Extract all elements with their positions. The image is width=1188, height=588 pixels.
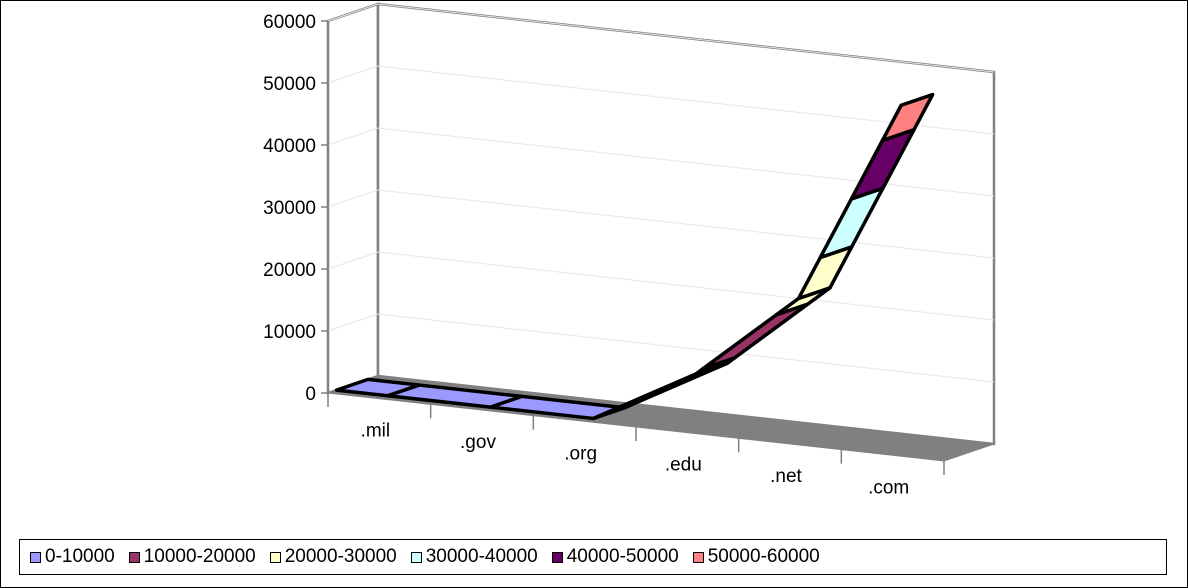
surface-area — [334, 92, 935, 421]
legend-label: 30000-40000 — [425, 546, 538, 567]
y-tick-label: 50000 — [263, 74, 316, 95]
legend-item: 30000-40000 — [410, 546, 538, 568]
gridlines — [327, 3, 995, 383]
x-tick-label: .com — [868, 477, 909, 498]
x-axis: .mil .gov .org .edu .net .com — [327, 393, 945, 498]
x-tick-label: .net — [770, 466, 802, 487]
legend-label: 50000-60000 — [707, 546, 820, 567]
x-tick-label: .gov — [460, 432, 496, 453]
legend-swatch — [410, 551, 422, 563]
y-tick-label: 30000 — [263, 198, 316, 219]
x-tick-label: .edu — [665, 455, 702, 476]
legend-swatch — [692, 551, 704, 563]
legend-item: 20000-30000 — [269, 546, 397, 568]
legend-swatch — [128, 551, 140, 563]
gridline — [327, 189, 995, 259]
legend-label: 10000-20000 — [143, 546, 256, 567]
legend-swatch — [30, 551, 41, 563]
legend-swatch — [551, 551, 563, 563]
legend-label: 0-10000 — [45, 546, 115, 567]
gridline — [327, 251, 995, 321]
x-tick-label: .mil — [361, 421, 391, 442]
legend: 0-10000 10000-20000 20000-30000 30000-40000… — [19, 539, 1167, 575]
y-tick-label: 20000 — [263, 260, 316, 281]
gridline — [327, 3, 995, 73]
y-tick-label: 40000 — [263, 136, 316, 157]
legend-item: 0-10000 — [30, 546, 115, 568]
gridline — [327, 65, 995, 135]
legend-item: 10000-20000 — [128, 546, 256, 568]
y-tick-label: 60000 — [263, 12, 316, 33]
gridline — [327, 313, 995, 383]
surface-chart: 0 10000 20000 30000 40000 50000 60000 .mil .gov… — [263, 2, 996, 498]
gridline — [327, 127, 995, 197]
legend-item: 40000-50000 — [551, 546, 679, 568]
legend-label: 40000-50000 — [566, 546, 679, 567]
legend-label: 20000-30000 — [284, 546, 397, 567]
surface-patch-50000-60000 — [880, 92, 935, 143]
y-tick-label: 0 — [305, 384, 316, 405]
y-tick-label: 10000 — [263, 322, 316, 343]
x-tick-label: .org — [564, 443, 597, 464]
y-axis: 0 10000 20000 30000 40000 50000 60000 — [263, 12, 329, 405]
legend-item: 50000-60000 — [692, 546, 820, 568]
chart-walls — [326, 2, 996, 446]
legend-swatch — [269, 551, 281, 563]
